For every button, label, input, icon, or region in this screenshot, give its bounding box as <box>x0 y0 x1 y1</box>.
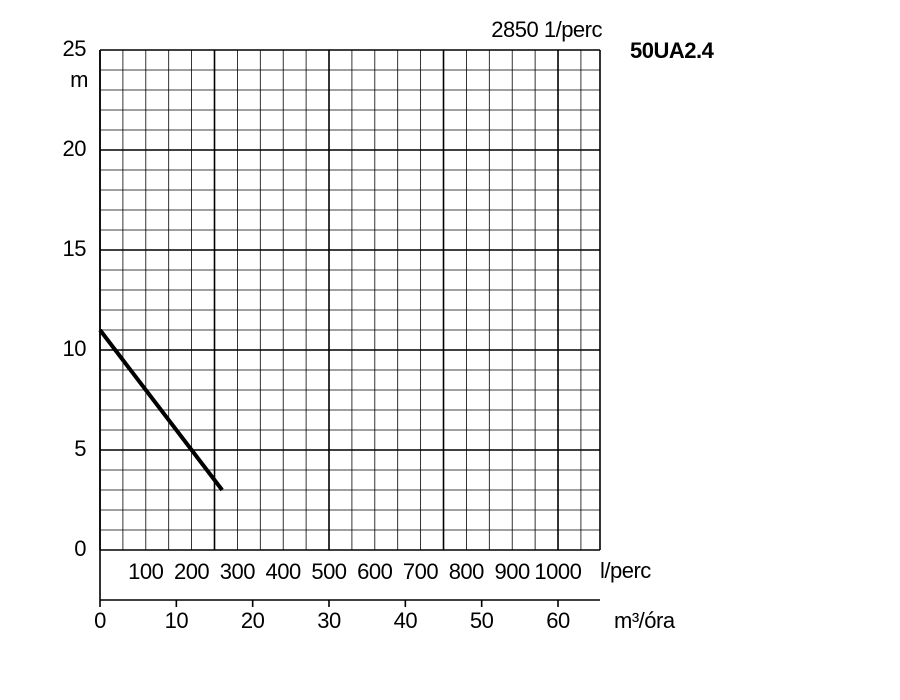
x2-tick-label: 900 <box>494 559 529 584</box>
x2-axis-label: l/perc <box>600 558 651 583</box>
y-tick-label: 5 <box>74 436 86 461</box>
x2-tick-label: 700 <box>403 559 438 584</box>
x-tick-label: 10 <box>165 608 189 633</box>
x-tick-label: 60 <box>546 608 570 633</box>
x-axis-label: m³/óra <box>614 608 676 633</box>
x-tick-label: 20 <box>241 608 265 633</box>
y-tick-label: 0 <box>74 536 86 561</box>
x2-tick-label: 600 <box>357 559 392 584</box>
chart-title: 50UA2.4 <box>630 38 715 63</box>
x2-tick-label: 1000 <box>534 559 581 584</box>
y-tick-label: 15 <box>63 236 87 261</box>
y-tick-label: 10 <box>63 336 87 361</box>
x2-tick-label: 200 <box>174 559 209 584</box>
x-tick-label: 0 <box>94 608 106 633</box>
x2-tick-label: 400 <box>266 559 301 584</box>
x2-tick-label: 800 <box>449 559 484 584</box>
speed-label: 2850 1/perc <box>491 17 602 42</box>
x-tick-label: 30 <box>317 608 341 633</box>
x-tick-label: 40 <box>394 608 418 633</box>
x-tick-label: 50 <box>470 608 494 633</box>
y-axis-label: m <box>70 67 88 92</box>
pump-curve <box>98 328 224 492</box>
y-tick-label: 20 <box>63 136 87 161</box>
x2-tick-label: 100 <box>128 559 163 584</box>
x2-tick-label: 500 <box>311 559 346 584</box>
x2-tick-label: 300 <box>220 559 255 584</box>
y-tick-label: 25 <box>63 36 87 61</box>
